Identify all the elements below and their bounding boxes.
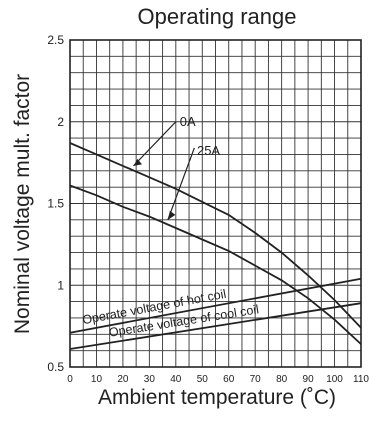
callout-label-25a: 25A (197, 143, 220, 158)
callout-label-0a: 0A (180, 114, 196, 129)
arrowhead-icon (167, 210, 176, 220)
y-axis-label: Nominal voltage mult. factor (11, 74, 34, 334)
callout-leader-25a (167, 147, 195, 221)
grid (70, 40, 361, 367)
x-tick-label: 80 (276, 374, 288, 385)
series-line-25a (69, 184, 362, 345)
plot-frame (69, 39, 362, 368)
x-tick-label: 90 (303, 374, 315, 385)
x-tick-label: 40 (170, 374, 182, 385)
x-tick-label: 10 (91, 374, 103, 385)
x-tick-label: 100 (326, 374, 343, 385)
callout-leader-0a (133, 121, 177, 167)
series-line-cool-coil (69, 302, 362, 350)
x-tick-label: 50 (197, 374, 209, 385)
x-tick-label: 0 (67, 374, 73, 385)
x-tick-label: 20 (117, 374, 129, 385)
y-tick-label: 2 (57, 115, 64, 129)
x-tick-label: 70 (250, 374, 262, 385)
series-line-hot-coil (69, 277, 362, 334)
x-tick-labels: 0 10 20 30 40 50 60 70 80 90 100 110 (67, 374, 369, 385)
series-lines (69, 142, 362, 350)
x-tick-label: 30 (144, 374, 156, 385)
series-line-0a (69, 142, 362, 329)
y-tick-label: 1.5 (47, 197, 64, 211)
arrowhead-icon (133, 158, 142, 166)
y-tick-label: 0.5 (47, 360, 64, 374)
y-tick-label: 1 (57, 278, 64, 292)
x-axis-label: Ambient temperature (˚C) (98, 386, 336, 409)
y-tick-label: 2.5 (47, 33, 64, 47)
x-tick-label: 110 (353, 374, 369, 385)
y-tick-labels: 0.5 1 1.5 2 2.5 (47, 33, 64, 374)
x-tick-label: 60 (223, 374, 235, 385)
chart-title: Operating range (138, 4, 297, 29)
